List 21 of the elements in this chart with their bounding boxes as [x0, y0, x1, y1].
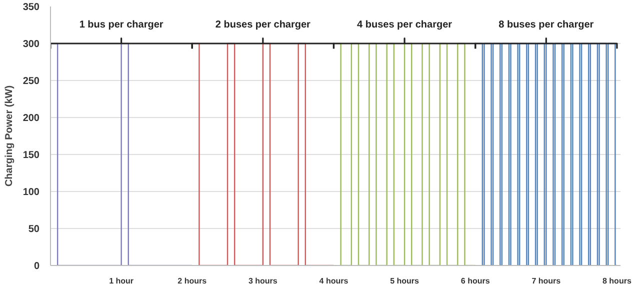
y-tick-label: 0 [34, 261, 40, 272]
y-tick-label: 50 [28, 224, 40, 235]
y-tick-label: 150 [22, 150, 40, 161]
x-tick-label: 3 hours [248, 276, 278, 286]
y-tick-label: 250 [22, 76, 40, 87]
x-tick-label: 7 hours [532, 276, 562, 286]
y-tick-label: 200 [22, 113, 40, 124]
x-tick-label: 8 hours [602, 276, 632, 286]
y-axis-title: Charging Power (kW) [4, 85, 15, 187]
y-tick-label: 350 [22, 2, 40, 13]
y-tick-label: 300 [22, 39, 40, 50]
x-tick-label: 2 hours [178, 276, 208, 286]
annotation: 8 buses per charger [498, 20, 594, 31]
x-tick-label: 6 hours [460, 276, 490, 286]
annotation: 1 bus per charger [79, 20, 164, 31]
x-tick-label: 4 hours [319, 276, 349, 286]
annotation: 4 buses per charger [357, 20, 452, 31]
y-tick-label: 100 [22, 187, 40, 198]
annotation: 2 buses per charger [215, 20, 311, 31]
x-tick-label: 1 hour [109, 276, 134, 286]
x-tick-label: 5 hours [390, 276, 420, 286]
